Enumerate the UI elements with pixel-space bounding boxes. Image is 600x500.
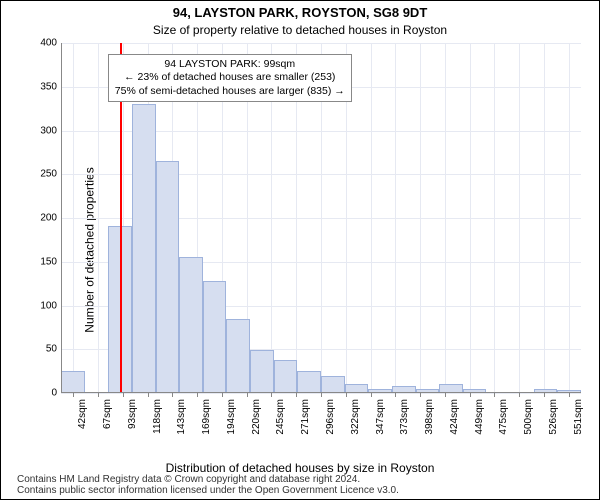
annotation-line3: 75% of semi-detached houses are larger (… bbox=[115, 85, 345, 99]
chart-container: 94, LAYSTON PARK, ROYSTON, SG8 9DT Size … bbox=[0, 0, 600, 500]
x-axis-ticks: 42sqm 67sqm 93sqm 118sqm 143sqm 169sqm 194sqm 2… bbox=[61, 393, 581, 453]
y-axis-ticks: 050100150200250300350400 bbox=[35, 43, 61, 393]
x-tick-label: 551sqm bbox=[573, 399, 584, 435]
bar bbox=[132, 104, 156, 393]
y-tick-label: 200 bbox=[31, 213, 57, 224]
y-tick-label: 250 bbox=[31, 169, 57, 180]
x-tick-label: 220sqm bbox=[251, 399, 262, 435]
x-tick-label: 449sqm bbox=[474, 399, 485, 435]
annotation-box: 94 LAYSTON PARK: 99sqm ← 23% of detached… bbox=[108, 54, 352, 103]
plot-area: 94 LAYSTON PARK: 99sqm ← 23% of detached… bbox=[61, 43, 581, 393]
x-tick-label: 143sqm bbox=[176, 399, 187, 435]
bar bbox=[61, 371, 85, 393]
y-axis-line bbox=[61, 43, 62, 393]
x-tick-label: 194sqm bbox=[226, 399, 237, 435]
bar bbox=[226, 319, 250, 393]
y-tick-label: 0 bbox=[31, 388, 57, 399]
x-tick-label: 42sqm bbox=[77, 399, 88, 429]
x-tick-label: 67sqm bbox=[102, 399, 113, 429]
y-tick-label: 100 bbox=[31, 300, 57, 311]
bar bbox=[274, 360, 298, 393]
bar bbox=[156, 161, 180, 393]
x-tick-label: 93sqm bbox=[127, 399, 138, 429]
x-tick-label: 296sqm bbox=[325, 399, 336, 435]
x-tick-label: 347sqm bbox=[375, 399, 386, 435]
footer-line1: Contains HM Land Registry data © Crown c… bbox=[17, 474, 591, 485]
footer: Contains HM Land Registry data © Crown c… bbox=[17, 474, 591, 496]
x-tick-label: 475sqm bbox=[498, 399, 509, 435]
x-tick-label: 424sqm bbox=[449, 399, 460, 435]
x-tick-label: 322sqm bbox=[350, 399, 361, 435]
chart-title-address: 94, LAYSTON PARK, ROYSTON, SG8 9DT bbox=[1, 5, 599, 20]
bar bbox=[297, 371, 321, 393]
bar bbox=[321, 376, 345, 394]
x-tick-label: 373sqm bbox=[399, 399, 410, 435]
x-tick-label: 245sqm bbox=[275, 399, 286, 435]
bar bbox=[179, 257, 203, 393]
y-tick-label: 350 bbox=[31, 81, 57, 92]
x-tick-label: 169sqm bbox=[201, 399, 212, 435]
y-tick-label: 300 bbox=[31, 125, 57, 136]
x-tick-label: 271sqm bbox=[300, 399, 311, 435]
chart-subtitle: Size of property relative to detached ho… bbox=[1, 23, 599, 37]
x-tick-label: 118sqm bbox=[152, 399, 163, 434]
annotation-line1: 94 LAYSTON PARK: 99sqm bbox=[115, 58, 345, 72]
x-tick-label: 526sqm bbox=[548, 399, 559, 435]
bar bbox=[250, 350, 274, 393]
y-tick-label: 50 bbox=[31, 344, 57, 355]
y-tick-label: 150 bbox=[31, 256, 57, 267]
x-axis-label: Distribution of detached houses by size … bbox=[1, 461, 599, 475]
x-tick-label: 500sqm bbox=[523, 399, 534, 435]
y-tick-label: 400 bbox=[31, 38, 57, 49]
annotation-line2: ← 23% of detached houses are smaller (25… bbox=[115, 71, 345, 85]
x-tick-label: 398sqm bbox=[424, 399, 435, 435]
bar bbox=[203, 281, 227, 393]
footer-line2: Contains public sector information licen… bbox=[17, 485, 591, 496]
